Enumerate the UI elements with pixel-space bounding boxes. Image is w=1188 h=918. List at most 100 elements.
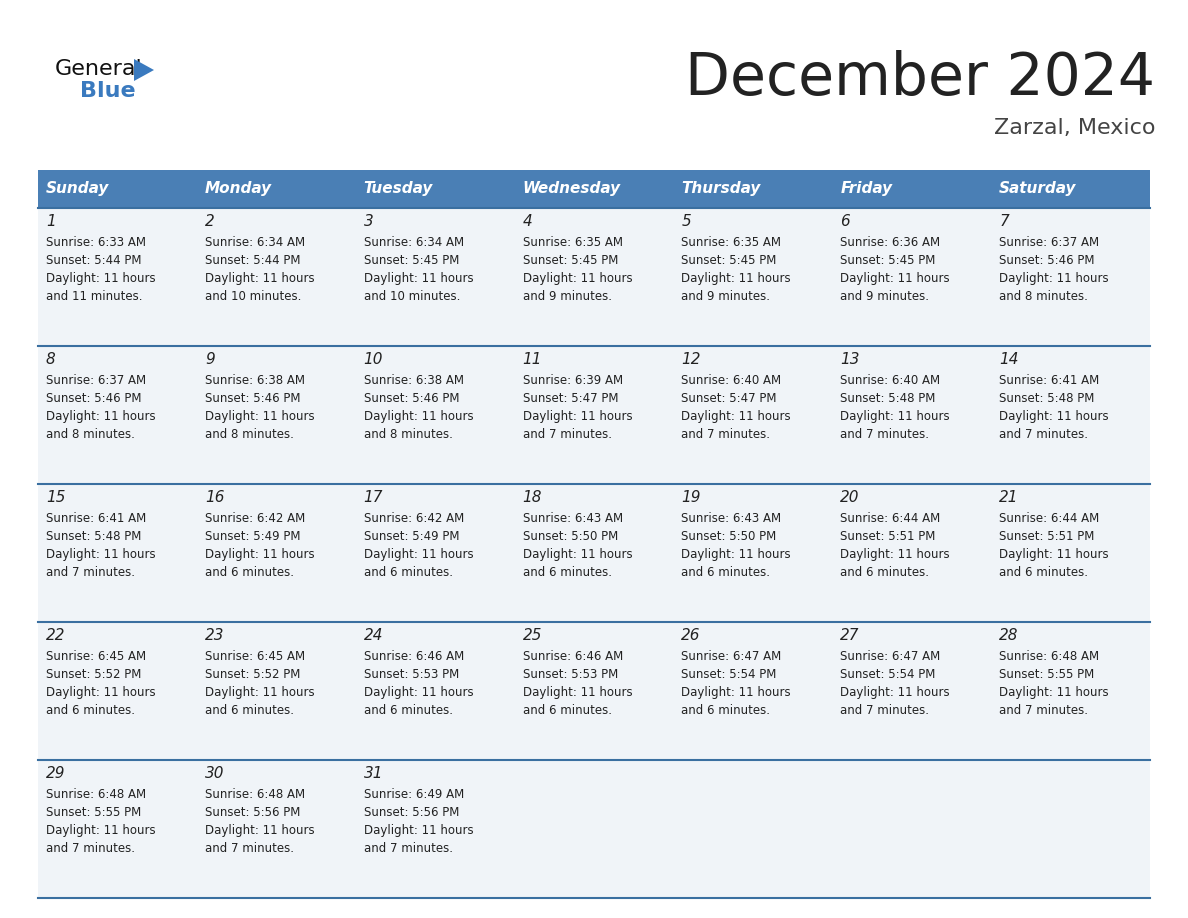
Bar [514,170,674,208]
Text: Sunset: 5:47 PM: Sunset: 5:47 PM [523,392,618,405]
Bar [674,170,833,208]
Text: and 6 minutes.: and 6 minutes. [523,566,612,579]
Bar [514,346,674,484]
Text: Sunrise: 6:35 AM: Sunrise: 6:35 AM [523,236,623,249]
Text: 17: 17 [364,490,384,505]
Bar [833,346,991,484]
Bar [674,484,833,622]
Text: 23: 23 [204,628,225,643]
Text: Sunset: 5:52 PM: Sunset: 5:52 PM [204,668,301,681]
Text: Sunrise: 6:37 AM: Sunrise: 6:37 AM [999,236,1099,249]
Text: Sunset: 5:45 PM: Sunset: 5:45 PM [840,254,936,267]
Bar [355,760,514,898]
Text: Sunset: 5:51 PM: Sunset: 5:51 PM [840,530,936,543]
Text: Daylight: 11 hours: Daylight: 11 hours [204,686,315,699]
Text: 20: 20 [840,490,860,505]
Text: Daylight: 11 hours: Daylight: 11 hours [840,272,950,285]
Text: Sunrise: 6:42 AM: Sunrise: 6:42 AM [364,512,465,525]
Text: Daylight: 11 hours: Daylight: 11 hours [682,410,791,423]
Text: Sunrise: 6:46 AM: Sunrise: 6:46 AM [364,650,465,663]
Text: and 9 minutes.: and 9 minutes. [682,290,771,303]
Text: Sunrise: 6:46 AM: Sunrise: 6:46 AM [523,650,623,663]
Text: Sunrise: 6:44 AM: Sunrise: 6:44 AM [999,512,1099,525]
Bar [991,208,1150,346]
Text: Sunset: 5:46 PM: Sunset: 5:46 PM [999,254,1094,267]
Text: 9: 9 [204,352,215,367]
Bar [197,208,355,346]
Bar [833,208,991,346]
Text: 3: 3 [364,214,373,229]
Text: and 6 minutes.: and 6 minutes. [523,704,612,717]
Text: 25: 25 [523,628,542,643]
Text: Sunset: 5:55 PM: Sunset: 5:55 PM [999,668,1094,681]
Text: Monday: Monday [204,182,272,196]
Text: Sunrise: 6:36 AM: Sunrise: 6:36 AM [840,236,941,249]
Text: 4: 4 [523,214,532,229]
Text: and 6 minutes.: and 6 minutes. [364,566,453,579]
Text: 27: 27 [840,628,860,643]
Text: 10: 10 [364,352,384,367]
Text: Tuesday: Tuesday [364,182,434,196]
Text: Sunrise: 6:39 AM: Sunrise: 6:39 AM [523,374,623,387]
Text: Friday: Friday [840,182,892,196]
Text: Sunrise: 6:44 AM: Sunrise: 6:44 AM [840,512,941,525]
Text: Sunset: 5:49 PM: Sunset: 5:49 PM [364,530,460,543]
Text: Sunset: 5:47 PM: Sunset: 5:47 PM [682,392,777,405]
Text: 8: 8 [46,352,56,367]
Bar [38,484,197,622]
Text: Sunset: 5:51 PM: Sunset: 5:51 PM [999,530,1094,543]
Bar [38,170,197,208]
Text: Daylight: 11 hours: Daylight: 11 hours [999,548,1108,561]
Text: Sunday: Sunday [46,182,109,196]
Text: Daylight: 11 hours: Daylight: 11 hours [204,824,315,837]
Text: 14: 14 [999,352,1018,367]
Text: and 7 minutes.: and 7 minutes. [840,428,929,441]
Text: Daylight: 11 hours: Daylight: 11 hours [204,548,315,561]
Text: 19: 19 [682,490,701,505]
Text: Sunrise: 6:41 AM: Sunrise: 6:41 AM [46,512,146,525]
Text: Sunset: 5:46 PM: Sunset: 5:46 PM [204,392,301,405]
Text: and 11 minutes.: and 11 minutes. [46,290,143,303]
Bar [197,484,355,622]
Bar [833,760,991,898]
Text: Blue: Blue [80,81,135,101]
Text: December 2024: December 2024 [685,50,1155,107]
Text: Daylight: 11 hours: Daylight: 11 hours [204,410,315,423]
Text: Sunrise: 6:43 AM: Sunrise: 6:43 AM [682,512,782,525]
Bar [674,760,833,898]
Text: Sunrise: 6:40 AM: Sunrise: 6:40 AM [840,374,941,387]
Bar [514,622,674,760]
Text: and 8 minutes.: and 8 minutes. [204,428,293,441]
Text: Sunset: 5:49 PM: Sunset: 5:49 PM [204,530,301,543]
Text: Sunrise: 6:35 AM: Sunrise: 6:35 AM [682,236,782,249]
Bar [38,622,197,760]
Text: 15: 15 [46,490,65,505]
Text: Daylight: 11 hours: Daylight: 11 hours [999,686,1108,699]
Text: and 6 minutes.: and 6 minutes. [204,704,293,717]
Text: Daylight: 11 hours: Daylight: 11 hours [364,548,473,561]
Text: 6: 6 [840,214,851,229]
Bar [355,170,514,208]
Text: Sunset: 5:53 PM: Sunset: 5:53 PM [364,668,459,681]
Text: and 7 minutes.: and 7 minutes. [682,428,771,441]
Bar [991,346,1150,484]
Text: and 10 minutes.: and 10 minutes. [204,290,302,303]
Text: and 7 minutes.: and 7 minutes. [840,704,929,717]
Text: Sunrise: 6:33 AM: Sunrise: 6:33 AM [46,236,146,249]
Text: Daylight: 11 hours: Daylight: 11 hours [523,548,632,561]
Bar [991,760,1150,898]
Text: Zarzal, Mexico: Zarzal, Mexico [993,118,1155,138]
Bar [197,622,355,760]
Text: Sunrise: 6:37 AM: Sunrise: 6:37 AM [46,374,146,387]
Text: Daylight: 11 hours: Daylight: 11 hours [840,548,950,561]
Text: 16: 16 [204,490,225,505]
Bar [355,208,514,346]
Text: and 7 minutes.: and 7 minutes. [523,428,612,441]
Text: and 10 minutes.: and 10 minutes. [364,290,460,303]
Bar [38,208,197,346]
Text: Daylight: 11 hours: Daylight: 11 hours [682,272,791,285]
Text: Daylight: 11 hours: Daylight: 11 hours [682,686,791,699]
Text: Sunset: 5:48 PM: Sunset: 5:48 PM [840,392,936,405]
Text: Sunrise: 6:42 AM: Sunrise: 6:42 AM [204,512,305,525]
Text: and 6 minutes.: and 6 minutes. [204,566,293,579]
